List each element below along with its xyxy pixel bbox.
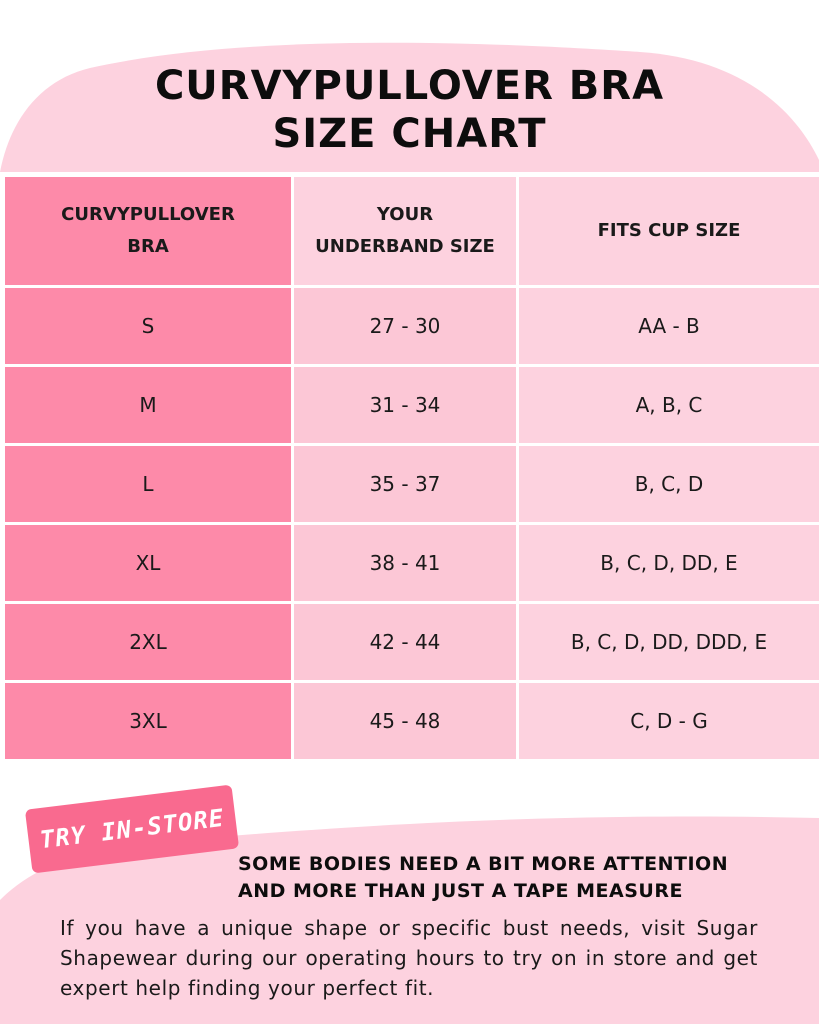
note-title-line-1: SOME BODIES NEED A BIT MORE ATTENTION bbox=[238, 853, 729, 875]
table-row: 2XL 42 - 44 B, C, D, DD, DDD, E bbox=[5, 604, 819, 680]
size-cell: L bbox=[5, 446, 291, 522]
note-title-line-2: AND MORE THAN JUST A TAPE MEASURE bbox=[238, 880, 683, 902]
cup-cell: B, C, D, DD, E bbox=[519, 525, 819, 601]
table-header-row: CURVYPULLOVER BRA YOUR UNDERBAND SIZE FI… bbox=[5, 177, 819, 285]
cup-cell: C, D - G bbox=[519, 683, 819, 759]
header-wave bbox=[0, 42, 819, 172]
underband-cell: 27 - 30 bbox=[294, 288, 516, 364]
size-cell: M bbox=[5, 367, 291, 443]
table-row: L 35 - 37 B, C, D bbox=[5, 446, 819, 522]
title-line-1: CURVYPULLOVER BRA bbox=[154, 63, 665, 109]
header-size-line-1: CURVYPULLOVER bbox=[61, 204, 235, 225]
note-title: SOME BODIES NEED A BIT MORE ATTENTION AN… bbox=[238, 851, 798, 905]
header-cup: FITS CUP SIZE bbox=[519, 177, 819, 285]
header-underband-line-2: UNDERBAND SIZE bbox=[315, 236, 495, 257]
table-row: S 27 - 30 AA - B bbox=[5, 288, 819, 364]
underband-cell: 45 - 48 bbox=[294, 683, 516, 759]
footer-wave bbox=[0, 816, 819, 1024]
table-row: M 31 - 34 A, B, C bbox=[5, 367, 819, 443]
header-size-line-2: BRA bbox=[127, 236, 169, 257]
page-title: CURVYPULLOVER BRA SIZE CHART bbox=[0, 62, 819, 158]
underband-cell: 42 - 44 bbox=[294, 604, 516, 680]
size-cell: 2XL bbox=[5, 604, 291, 680]
title-line-2: SIZE CHART bbox=[272, 111, 547, 157]
header-cup-label: FITS CUP SIZE bbox=[597, 220, 741, 241]
header-size: CURVYPULLOVER BRA bbox=[5, 177, 291, 285]
table-row: XL 38 - 41 B, C, D, DD, E bbox=[5, 525, 819, 601]
cup-cell: AA - B bbox=[519, 288, 819, 364]
cup-cell: B, C, D bbox=[519, 446, 819, 522]
underband-cell: 38 - 41 bbox=[294, 525, 516, 601]
note-body: If you have a unique shape or specific b… bbox=[60, 916, 758, 1000]
size-cell: 3XL bbox=[5, 683, 291, 759]
size-cell: S bbox=[5, 288, 291, 364]
cup-cell: B, C, D, DD, DDD, E bbox=[519, 604, 819, 680]
size-chart-table: CURVYPULLOVER BRA YOUR UNDERBAND SIZE FI… bbox=[2, 174, 819, 762]
table-row: 3XL 45 - 48 C, D - G bbox=[5, 683, 819, 759]
header-underband-line-1: YOUR bbox=[376, 204, 434, 225]
underband-cell: 35 - 37 bbox=[294, 446, 516, 522]
size-cell: XL bbox=[5, 525, 291, 601]
header-underband: YOUR UNDERBAND SIZE bbox=[294, 177, 516, 285]
cup-cell: A, B, C bbox=[519, 367, 819, 443]
underband-cell: 31 - 34 bbox=[294, 367, 516, 443]
